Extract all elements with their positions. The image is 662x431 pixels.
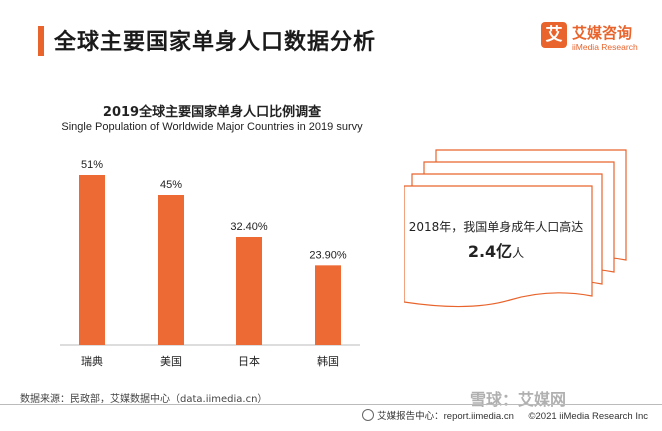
data-source: 数据来源：民政部，艾媒数据中心（data.iimedia.cn） <box>20 394 268 405</box>
report-center-icon <box>362 409 375 421</box>
report-center-link[interactable]: 艾媒报告中心：report.iimedia.cn <box>377 411 514 422</box>
watermark: 雪球：艾媒网 <box>470 390 567 409</box>
page-title: 全球主要国家单身人口数据分析 <box>54 30 377 55</box>
note-text: 2018年，我国单身成年人口高达 <box>408 220 584 234</box>
logo-mark-icon: 艾 <box>541 22 567 48</box>
x-tick-label: 美国 <box>160 355 182 368</box>
data-label: 23.90% <box>309 249 347 261</box>
data-label: 32.40% <box>230 221 268 233</box>
x-tick-label: 瑞典 <box>81 354 103 368</box>
note-value-number: 2.4亿 <box>467 242 513 261</box>
footer-bar: 艾媒报告中心：report.iimedia.cn ©2021 iiMedia R… <box>362 408 648 422</box>
data-label: 45% <box>160 179 182 191</box>
bar <box>236 237 262 345</box>
logo-name-en: iiMedia Research <box>572 42 638 52</box>
title-accent-bar <box>38 26 44 56</box>
bar <box>158 195 184 345</box>
x-tick-label: 韩国 <box>317 354 339 368</box>
brand-logo: 艾 艾媒咨询 iiMedia Research <box>541 22 651 56</box>
note-value: 2.4亿人 <box>408 238 584 262</box>
footer-divider <box>0 404 662 405</box>
logo-name-cn: 艾媒咨询 <box>572 24 633 42</box>
bar <box>315 265 341 345</box>
note-card-stack <box>404 149 627 308</box>
bar <box>79 175 105 345</box>
chart-title: 2019全球主要国家单身人口比例调查 <box>102 105 322 120</box>
copyright: ©2021 iiMedia Research Inc <box>528 411 648 422</box>
x-tick-label: 日本 <box>238 354 260 368</box>
note-value-unit: 人 <box>512 246 525 260</box>
chart-subtitle: Single Population of Worldwide Major Cou… <box>61 121 363 133</box>
data-label: 51% <box>81 159 103 171</box>
